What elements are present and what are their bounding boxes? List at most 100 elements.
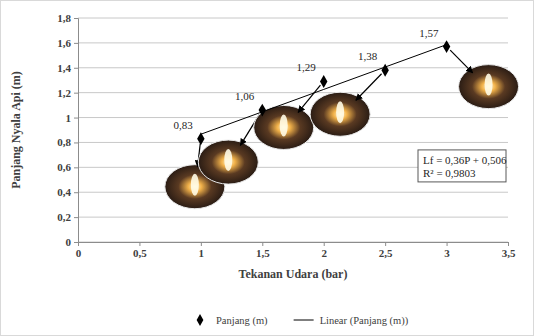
y-tick-mark (74, 142, 78, 143)
y-tick-label: 1,4 (57, 62, 71, 74)
grid-line (78, 217, 508, 218)
x-tick-mark (78, 242, 79, 246)
point (443, 40, 450, 53)
x-tick-label: 2,5 (379, 247, 393, 259)
data-label: 1,29 (296, 61, 316, 73)
x-tick-label: 0,5 (133, 247, 147, 259)
x-axis: 0 0,5 1 1,5 2 2,5 3 3,5 (76, 242, 516, 259)
y-tick-label: 1,2 (57, 87, 71, 99)
annotation-text: Lf = 0,36P + 0,506 (423, 154, 507, 166)
data-labels: 0,83 1,06 1,29 1,38 1,57 (174, 27, 439, 131)
x-tick-mark (385, 242, 386, 246)
y-tick: 1,8 (57, 12, 78, 24)
y-axis-title: Panjang Nyala Api (m) (9, 71, 23, 189)
data-label: 0,83 (174, 119, 194, 131)
data-label: 1,57 (419, 27, 439, 39)
arrow (356, 74, 382, 101)
legend-item: Linear (Panjang (m)) (294, 315, 409, 327)
y-tick-label: 0,6 (57, 161, 71, 173)
grid-line (78, 92, 508, 93)
y-tick: 1 (66, 112, 79, 124)
photo (198, 140, 258, 184)
x-tick-label: 3,5 (502, 247, 516, 259)
x-tick-mark (262, 242, 263, 246)
x-tick: 0 (76, 242, 82, 259)
x-tick: 2,5 (379, 242, 393, 259)
x-tick-mark (324, 242, 325, 246)
x-axis-line (79, 243, 509, 247)
arrow (450, 50, 472, 73)
y-tick-label: 0 (66, 236, 72, 248)
x-tick-label: 1,5 (256, 247, 270, 259)
photo-flame (191, 174, 199, 196)
grid-line (78, 192, 508, 193)
legend: Panjang (m) Linear (Panjang (m)) (197, 314, 409, 327)
trend-line (201, 45, 447, 135)
x-tick-label: 3 (444, 247, 450, 259)
photo (459, 65, 519, 109)
y-tick-label: 1,6 (57, 37, 71, 49)
y-tick: 0,2 (57, 211, 78, 223)
photo-flame (485, 74, 493, 96)
x-tick: 3,5 (502, 242, 516, 259)
y-tick-label: 1 (66, 112, 72, 124)
x-tick: 3 (444, 242, 450, 259)
annotation: Lf = 0,36P + 0,506R² = 0,9803 (418, 150, 507, 182)
y-tick: 0,8 (57, 136, 78, 148)
x-tick-mark (139, 242, 140, 246)
y-axis: 0 0,2 0,4 0,6 0,8 1 1,2 1,4 1,6 1,8 (57, 12, 78, 248)
point (320, 75, 327, 88)
legend-label: Linear (Panjang (m)) (320, 315, 409, 327)
photo (310, 92, 370, 136)
y-tick-mark (74, 93, 78, 94)
y-tick-label: 0,8 (57, 136, 71, 148)
y-tick-mark (74, 68, 78, 69)
y-tick-mark (74, 167, 78, 168)
y-tick: 1,2 (57, 87, 78, 99)
y-tick-mark (74, 242, 78, 243)
x-tick-label: 1 (199, 247, 205, 259)
plot: 0 0,2 0,4 0,6 0,8 1 1,2 1,4 1,6 1,8 0 0,5 1 1,5 2 2,5 3 3… (57, 12, 518, 259)
x-tick-mark (508, 242, 509, 246)
photos (165, 50, 519, 209)
y-tick: 0,6 (57, 161, 78, 173)
grid (78, 18, 508, 242)
x-tick-mark (201, 242, 202, 246)
legend-item: Panjang (m) (197, 314, 269, 327)
y-tick-label: 0,2 (57, 211, 71, 223)
x-tick: 1,5 (256, 242, 270, 259)
y-axis-line (74, 19, 79, 243)
x-axis-title: Tekanan Udara (bar) (239, 267, 348, 281)
y-tick-mark (74, 18, 78, 19)
y-tick-label: 1,8 (57, 12, 71, 24)
annotation-text: R² = 0,9803 (423, 167, 476, 179)
y-tick: 0,4 (57, 186, 78, 198)
x-tick-label: 2 (321, 247, 327, 259)
annotation-box (418, 150, 506, 182)
y-tick-label: 0,4 (57, 186, 71, 198)
chart: 0 0,2 0,4 0,6 0,8 1 1,2 1,4 1,6 1,8 0 0,5 1 1,5 2 2,5 3 3… (0, 0, 534, 336)
y-tick-mark (74, 192, 78, 193)
x-tick-label: 0 (76, 247, 82, 259)
chart-border (1, 1, 534, 336)
data-label: 1,38 (358, 50, 378, 62)
photo-flame (336, 101, 344, 123)
legend-symbol (197, 314, 204, 326)
photo-flame (280, 114, 288, 136)
y-tick-mark (74, 118, 78, 119)
grid-line (78, 67, 508, 68)
x-tick: 1 (199, 242, 205, 259)
legend-label: Panjang (m) (216, 315, 268, 327)
y-tick: 1,6 (57, 37, 78, 49)
marks (197, 40, 450, 145)
grid-line (78, 42, 508, 43)
legend-symbol (294, 320, 314, 321)
data-label: 1,06 (235, 90, 255, 102)
x-tick: 2 (321, 242, 327, 259)
x-tick: 0,5 (133, 242, 147, 259)
y-tick-mark (74, 217, 78, 218)
grid-line (78, 18, 508, 19)
point (259, 104, 266, 117)
x-tick-mark (447, 242, 448, 246)
photo-flame (224, 149, 232, 171)
